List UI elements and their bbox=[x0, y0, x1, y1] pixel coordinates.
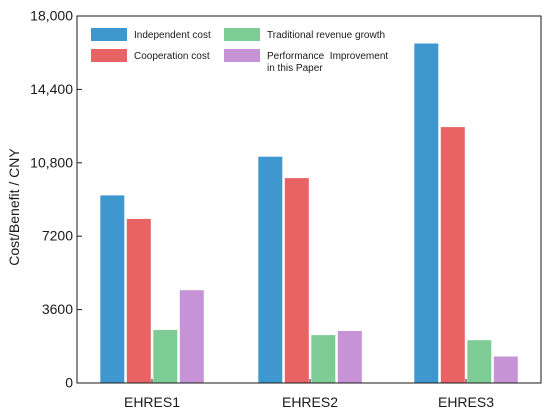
legend-swatch bbox=[224, 49, 260, 62]
legend-label: Performance Improvement in this Paper bbox=[267, 51, 388, 74]
bar-series4-ehres1 bbox=[179, 290, 204, 383]
bar-series4-ehres2 bbox=[337, 331, 362, 383]
bar-series3-ehres2 bbox=[311, 335, 336, 383]
x-tick-label: EHRES3 bbox=[438, 394, 494, 410]
bar-series1-ehres3 bbox=[414, 43, 439, 383]
legend-swatch bbox=[224, 28, 260, 41]
legend-label: Traditional revenue growth bbox=[267, 30, 385, 41]
x-tick-label: EHRES1 bbox=[124, 394, 180, 410]
legend-swatch bbox=[91, 28, 127, 41]
bar-series2-ehres1 bbox=[126, 218, 151, 383]
bars-layer bbox=[100, 43, 518, 383]
legend-label: Independent cost bbox=[134, 30, 211, 41]
bar-series2-ehres3 bbox=[440, 127, 465, 383]
y-tick-label: 14,400 bbox=[30, 81, 73, 97]
bar-series3-ehres3 bbox=[467, 340, 492, 383]
y-tick-label: 0 bbox=[65, 375, 73, 391]
bar-series2-ehres2 bbox=[284, 178, 309, 383]
y-tick-label: 18,000 bbox=[30, 8, 73, 24]
y-tick-label: 10,800 bbox=[30, 154, 73, 170]
y-tick-label: 3600 bbox=[42, 301, 73, 317]
legend-label: Cooperation cost bbox=[134, 51, 210, 62]
bar-series1-ehres1 bbox=[100, 195, 125, 383]
plot-frame bbox=[76, 15, 542, 384]
x-tick-label: EHRES2 bbox=[282, 394, 338, 410]
axes-layer: 0 3600 7200 10,800 14,400 18,000 EHRES1 EHRES2 E… bbox=[30, 8, 542, 410]
y-axis-label: Cost/Benefit / CNY bbox=[6, 148, 22, 266]
y-tick-label: 7200 bbox=[42, 228, 73, 244]
bar-series1-ehres2 bbox=[258, 156, 283, 383]
bar-series4-ehres3 bbox=[493, 356, 518, 383]
bar-series3-ehres1 bbox=[153, 330, 178, 383]
legend: Independent cost Cooperation cost Traditio… bbox=[91, 28, 388, 74]
legend-swatch bbox=[91, 49, 127, 62]
